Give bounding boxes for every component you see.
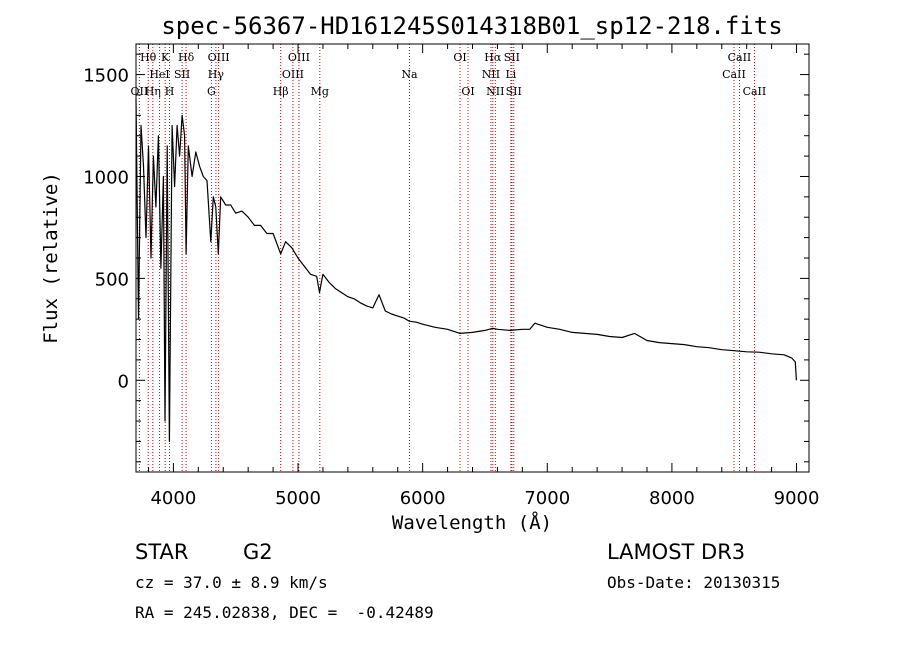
object-class: STAR xyxy=(135,540,189,564)
coordinates-text: RA = 245.02838, DEC = -0.42489 xyxy=(135,603,434,622)
redshift-text: cz = 37.0 ± 8.9 km/s xyxy=(135,573,328,592)
line-marker-label: SII xyxy=(504,51,520,64)
y-tick-label: 500 xyxy=(95,269,129,290)
y-tick-label: 1500 xyxy=(83,66,129,87)
x-tick-label: 8000 xyxy=(649,488,695,509)
line-marker-label: Hη xyxy=(145,85,161,98)
line-marker-label: H xyxy=(165,85,175,98)
y-tick-label: 1000 xyxy=(83,167,129,188)
x-tick-label: 5000 xyxy=(275,488,321,509)
chart-title: spec-56367-HD161245S014318B01_sp12-218.f… xyxy=(161,12,782,40)
line-marker-label: OI xyxy=(461,85,474,98)
line-marker-label: Mg xyxy=(311,85,329,98)
x-tick-label: 7000 xyxy=(524,488,570,509)
line-marker-label: Hγ xyxy=(208,68,225,81)
plot-frame xyxy=(135,43,810,473)
line-marker-label: CaII xyxy=(728,51,752,64)
line-marker-label: NII xyxy=(486,85,504,98)
line-marker-label: CaII xyxy=(743,85,767,98)
line-marker-label: Hθ xyxy=(140,51,157,64)
line-marker-label: OII xyxy=(131,85,149,98)
line-marker-label: K xyxy=(161,51,170,64)
line-marker-label: Hδ xyxy=(178,51,195,64)
observation-date: Obs-Date: 20130315 xyxy=(607,573,781,592)
spectrum-line xyxy=(135,98,797,442)
y-tick-label: 0 xyxy=(118,371,129,392)
spectrum-series xyxy=(135,98,797,442)
x-tick-label: 4000 xyxy=(150,488,196,509)
x-tick-label: 9000 xyxy=(774,488,820,509)
line-marker-label: OIII xyxy=(208,51,230,64)
line-marker-label: OIII xyxy=(282,68,304,81)
emission-line-markers: OII Hθ Hη HeI K SII Hδ H G Hγ OIII Hβ OIII OIII Mg Na OI… xyxy=(131,44,767,472)
survey-name: LAMOST DR3 xyxy=(607,540,746,564)
line-marker-label: HeI xyxy=(149,68,169,81)
line-marker-label: OI xyxy=(453,51,466,64)
x-tick-label: 6000 xyxy=(400,488,446,509)
x-axis: 4000 5000 6000 7000 8000 9000 xyxy=(147,44,820,509)
spectral-subclass: G2 xyxy=(243,540,273,564)
line-marker-label: Li xyxy=(505,68,516,81)
line-marker-label: Na xyxy=(401,68,418,81)
line-marker-label: G xyxy=(207,85,216,98)
line-marker-label: OIII xyxy=(288,51,310,64)
y-axis: 0 500 1000 1500 xyxy=(83,53,809,463)
line-marker-label: CaII xyxy=(722,68,746,81)
line-marker-label: NII xyxy=(482,68,500,81)
line-marker-label: Hβ xyxy=(273,85,289,98)
line-marker-label: Hα xyxy=(484,51,502,64)
y-axis-label: Flux (relative) xyxy=(40,172,62,344)
line-marker-label: SII xyxy=(174,68,190,81)
line-marker-label: SII xyxy=(506,85,522,98)
x-axis-label: Wavelength (Å) xyxy=(392,511,552,534)
